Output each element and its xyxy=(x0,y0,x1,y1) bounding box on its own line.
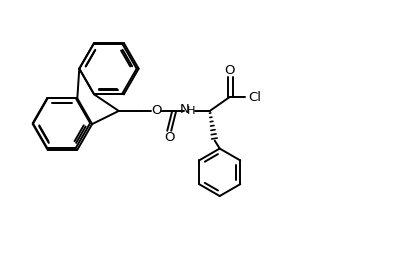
Text: O: O xyxy=(151,105,162,117)
Text: N: N xyxy=(180,103,190,116)
Text: O: O xyxy=(164,131,174,144)
Text: H: H xyxy=(187,106,195,116)
Text: O: O xyxy=(224,64,235,77)
Text: Cl: Cl xyxy=(248,91,261,103)
